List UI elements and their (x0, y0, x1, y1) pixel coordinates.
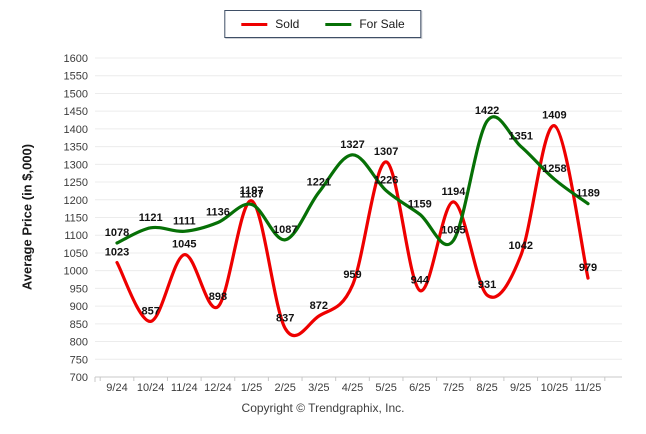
for-sale-point-label: 1136 (206, 206, 230, 218)
y-tick-label: 900 (70, 301, 88, 313)
x-tick-label: 11/24 (171, 382, 198, 394)
y-tick-label: 750 (70, 354, 88, 366)
sold-point-label: 931 (478, 279, 496, 291)
for-sale-point-label: 1085 (441, 225, 465, 237)
sold-point-label: 1409 (542, 110, 566, 122)
sold-point-label: 959 (343, 269, 361, 281)
sold-point-label: 898 (209, 291, 227, 303)
sold-point-label: 1307 (374, 146, 398, 158)
y-tick-label: 850 (70, 319, 88, 331)
y-tick-label: 1250 (64, 177, 88, 189)
x-tick-label: 6/25 (409, 382, 430, 394)
y-tick-label: 700 (70, 372, 88, 384)
sold-point-label: 1023 (105, 247, 129, 259)
y-tick-label: 1050 (64, 248, 88, 260)
legend-label-sold: Sold (275, 17, 300, 31)
sold-point-label: 857 (141, 305, 159, 317)
y-tick-label: 1600 (64, 53, 88, 65)
for-sale-point-label: 1258 (542, 163, 566, 175)
y-tick-label: 1150 (64, 213, 88, 225)
y-tick-label: 1450 (64, 106, 88, 118)
for-sale-point-label: 1187 (240, 188, 264, 200)
x-tick-label: 7/25 (443, 382, 464, 394)
x-tick-label: 9/25 (510, 382, 531, 394)
sold-line (115, 124, 590, 338)
legend-label-for-sale: For Sale (359, 17, 405, 31)
y-tick-label: 1300 (64, 159, 88, 171)
for-sale-point-label: 1078 (105, 227, 129, 239)
sold-point-label: 1042 (508, 240, 532, 252)
x-tick-label: 9/24 (106, 382, 127, 394)
sold-point-label: 979 (579, 262, 597, 274)
for-sale-point-label: 1159 (408, 198, 432, 210)
x-tick-label: 3/25 (308, 382, 329, 394)
for-sale-point-label: 1189 (576, 188, 600, 200)
for-sale-point-label: 1422 (475, 105, 499, 117)
x-tick-label: 12/24 (204, 382, 232, 394)
legend-swatch-sold (241, 22, 268, 26)
x-tick-label: 5/25 (375, 382, 396, 394)
x-tick-label: 1/25 (241, 382, 262, 394)
x-tick-label: 10/25 (541, 382, 569, 394)
sold-point-label: 1045 (172, 239, 196, 251)
x-tick-label: 10/24 (137, 382, 165, 394)
y-tick-label: 1100 (64, 230, 88, 242)
for-sale-point-label: 1327 (340, 139, 364, 151)
chart-legend: Sold For Sale (224, 10, 422, 38)
sold-point-label: 1194 (441, 186, 466, 198)
for-sale-point-label: 1087 (273, 224, 297, 236)
copyright-text: Copyright © Trendgraphix, Inc. (241, 401, 405, 415)
for-sale-point-label: 1351 (508, 130, 532, 142)
x-tick-label: 2/25 (275, 382, 296, 394)
y-tick-label: 950 (70, 283, 88, 295)
legend-swatch-for-sale (325, 22, 352, 26)
sold-point-label: 944 (411, 275, 430, 287)
sold-point-label: 837 (276, 312, 294, 324)
for-sale-point-label: 1221 (307, 176, 331, 188)
for-sale-point-label: 1121 (139, 212, 163, 224)
y-tick-label: 800 (70, 337, 88, 349)
y-tick-label: 1550 (64, 71, 88, 83)
y-tick-label: 1000 (64, 266, 88, 278)
for-sale-line (115, 115, 590, 247)
y-tick-label: 1200 (64, 195, 88, 207)
sold-point-label: 1197 (240, 185, 264, 197)
y-tick-label: 1500 (64, 88, 88, 100)
y-tick-label: 1400 (64, 124, 88, 136)
x-tick-label: 8/25 (476, 382, 497, 394)
for-sale-point-label: 1226 (374, 175, 398, 187)
legend-item-for-sale: For Sale (325, 17, 405, 31)
y-tick-label: 1350 (64, 142, 88, 154)
sold-point-label: 872 (310, 300, 328, 312)
for-sale-point-label: 1111 (173, 215, 196, 227)
x-tick-label: 4/25 (342, 382, 363, 394)
x-tick-label: 11/25 (575, 382, 602, 394)
legend-item-sold: Sold (241, 18, 299, 30)
